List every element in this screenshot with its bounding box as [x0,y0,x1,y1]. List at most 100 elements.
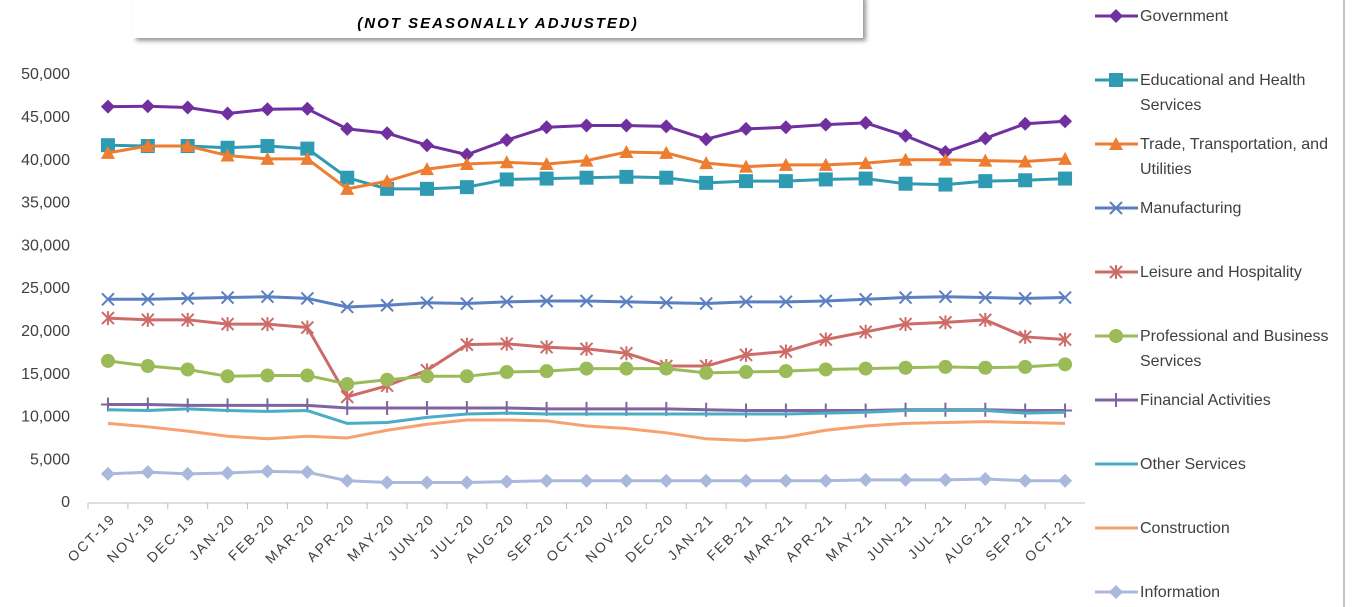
point-marker [140,359,155,374]
point-marker [938,289,953,304]
point-marker [539,294,554,308]
legend-marker [1109,201,1123,215]
point-marker [619,118,634,133]
point-marker [858,115,873,130]
legend-marker [1109,393,1123,407]
point-marker [1018,116,1033,131]
point-marker [180,362,195,377]
point-marker [340,473,355,488]
point-marker [898,360,913,375]
point-marker [1018,403,1033,418]
point-marker [1058,171,1073,186]
point-marker [459,157,474,171]
point-marker [220,317,235,332]
point-marker [1058,357,1073,372]
y-tick-label: 0 [61,494,70,511]
point-marker [260,151,275,165]
point-marker [699,365,714,380]
point-marker [619,169,634,184]
y-tick-label: 30,000 [21,237,70,254]
point-marker [140,139,155,153]
point-marker [380,475,395,490]
point-marker [300,151,315,165]
legend-marker [1109,329,1123,343]
legend-label: Financial Activities [1140,392,1271,409]
point-marker [100,466,115,481]
point-marker [699,132,714,147]
point-marker [898,472,913,487]
series-line [107,418,1066,443]
point-marker [100,353,115,368]
point-marker [100,138,115,153]
series-line [107,316,1066,399]
title-box [133,0,863,38]
point-marker [898,317,913,332]
point-marker [619,145,634,159]
y-tick-label: 20,000 [21,323,70,340]
point-marker [340,121,355,136]
point-marker [499,365,514,380]
point-marker [1058,403,1073,418]
point-marker [340,400,355,415]
point-marker [180,312,195,327]
point-marker [938,359,953,374]
point-marker [539,473,554,488]
legend-label: Leisure and Hospitality [1140,264,1302,281]
point-marker [898,290,913,305]
legend-label: Government [1140,8,1229,25]
point-marker [100,145,115,159]
point-marker [300,101,315,116]
point-marker [260,102,275,117]
point-marker [898,152,913,166]
point-marker [141,312,155,327]
point-marker [500,336,514,351]
point-marker [1018,291,1032,306]
point-marker [1018,473,1033,488]
point-marker [699,296,713,311]
point-marker [659,119,674,134]
y-tick-label: 10,000 [21,409,70,426]
point-marker [180,466,195,481]
point-marker [739,174,754,189]
point-marker [539,157,554,171]
point-marker [699,156,714,170]
point-marker [858,292,873,306]
y-tick-label: 45,000 [21,109,70,126]
legend-label: Information [1140,584,1221,601]
point-marker [420,295,434,310]
point-marker [380,298,394,312]
chart-subtitle: (NOT SEASONALLY ADJUSTED) [357,15,638,32]
point-marker [260,317,275,332]
legend-marker [1109,9,1123,23]
point-marker [419,475,434,490]
point-marker [1058,473,1073,488]
point-marker [978,312,993,327]
point-marker [340,377,355,392]
point-marker [699,473,714,488]
point-marker [619,295,634,309]
point-marker [260,464,275,479]
point-marker [819,294,833,308]
point-marker [300,141,315,156]
point-marker [659,295,673,310]
point-marker [419,138,434,153]
point-marker [739,347,753,362]
point-marker [260,289,275,304]
point-marker [579,153,594,167]
point-marker [180,139,195,153]
point-marker [220,140,235,155]
point-marker [300,368,315,383]
legend-marker [1109,265,1123,279]
point-marker [978,174,993,189]
point-marker [140,465,155,480]
point-marker [340,170,355,185]
point-marker [659,361,674,376]
point-marker [739,121,754,136]
point-marker [1018,173,1033,188]
point-marker [818,157,833,171]
point-marker [1058,151,1073,165]
point-marker [579,170,594,185]
point-marker [101,311,115,326]
